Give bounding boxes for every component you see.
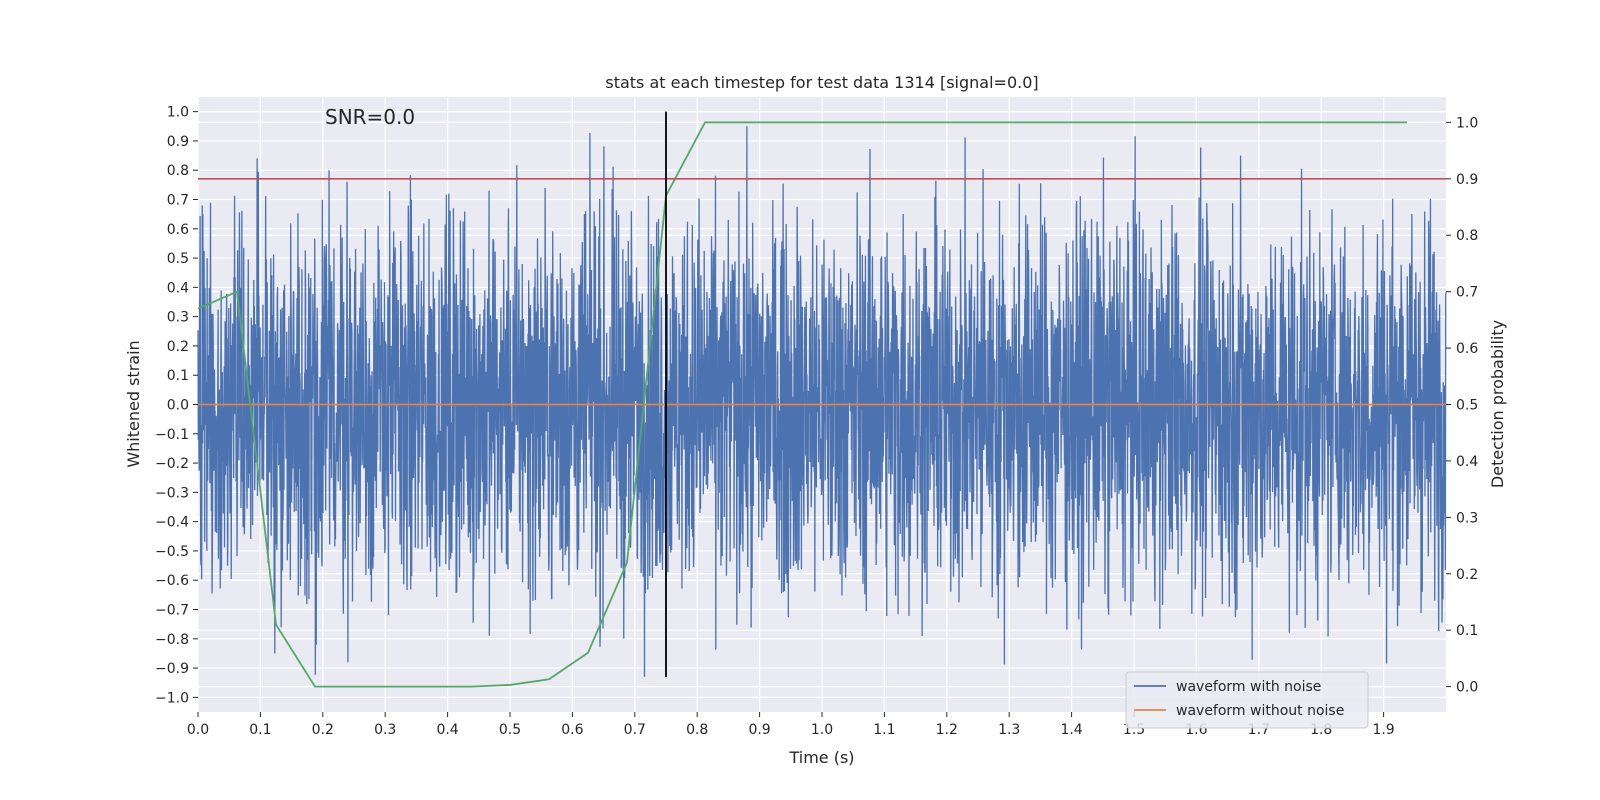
y-tick-label-3: 0.7 [167, 193, 189, 209]
y-right-tick-label-2: 0.8 [1456, 228, 1478, 244]
y-tick-label-14: −0.4 [155, 515, 189, 531]
snr-annotation: SNR=0.0 [325, 105, 415, 129]
series-waveform-with-noise [197, 126, 1447, 677]
y-tick-label-10: 0.0 [167, 398, 189, 414]
x-tick-label-2: 0.2 [312, 722, 334, 738]
x-tick-label-12: 1.2 [936, 722, 958, 738]
y-axis-label: Whitened strain [124, 340, 143, 467]
y-right-axis-label: Detection probability [1488, 320, 1507, 488]
legend-label-clean: waveform without noise [1176, 703, 1344, 719]
y-right-tick-label-3: 0.7 [1456, 285, 1478, 301]
x-axis-label: Time (s) [788, 748, 854, 767]
x-tick-label-19: 1.9 [1372, 722, 1394, 738]
y-right-tick-label-7: 0.3 [1456, 510, 1478, 526]
y-tick-label-12: −0.2 [155, 456, 189, 472]
legend: waveform with noise waveform without noi… [1125, 671, 1369, 729]
y-tick-label-6: 0.4 [167, 280, 189, 296]
x-tick-label-8: 0.8 [686, 722, 708, 738]
x-tick-label-1: 0.1 [249, 722, 271, 738]
y-right-tick-label-4: 0.6 [1456, 341, 1478, 357]
y-tick-label-5: 0.5 [167, 251, 189, 267]
y-tick-label-8: 0.2 [167, 339, 189, 355]
y-right-tick-label-5: 0.5 [1456, 398, 1478, 414]
y-right-axis-ticks: 1.0 0.9 0.8 0.7 0.6 0.5 0.4 0.3 0.2 0.1 0.0 [1446, 115, 1478, 696]
y-tick-label-13: −0.3 [155, 485, 189, 501]
y-right-tick-label-8: 0.2 [1456, 567, 1478, 583]
x-tick-label-7: 0.7 [624, 722, 646, 738]
series-layer [197, 111, 1447, 688]
y-tick-label-20: −1.0 [155, 690, 189, 706]
y-tick-label-16: −0.6 [155, 573, 189, 589]
legend-box [1125, 671, 1369, 729]
x-tick-label-0: 0.0 [187, 722, 209, 738]
y-tick-label-7: 0.3 [167, 310, 189, 326]
y-tick-label-4: 0.6 [167, 222, 189, 238]
x-tick-label-14: 1.4 [1060, 722, 1082, 738]
y-tick-label-17: −0.7 [155, 603, 189, 619]
y-tick-label-18: −0.8 [155, 632, 189, 648]
y-tick-label-0: 1.0 [167, 105, 189, 121]
chart-title: stats at each timestep for test data 131… [605, 73, 1038, 92]
y-right-tick-label-1: 0.9 [1456, 172, 1478, 188]
x-tick-label-5: 0.5 [499, 722, 521, 738]
legend-label-noise: waveform with noise [1176, 679, 1321, 695]
x-tick-label-4: 0.4 [436, 722, 458, 738]
y-tick-label-9: 0.1 [167, 368, 189, 384]
y-tick-label-2: 0.8 [167, 163, 189, 179]
x-tick-label-11: 1.1 [873, 722, 895, 738]
x-tick-label-9: 0.9 [748, 722, 770, 738]
y-tick-label-19: −0.9 [155, 661, 189, 677]
y-right-tick-label-6: 0.4 [1456, 454, 1478, 470]
y-tick-label-11: −0.1 [155, 427, 189, 443]
y-tick-label-15: −0.5 [155, 544, 189, 560]
x-tick-label-3: 0.3 [374, 722, 396, 738]
y-axis-ticks: 1.0 0.9 0.8 0.7 0.6 0.5 0.4 0.3 0.2 0.1 0.0 −0.1 −0.… [155, 105, 198, 706]
y-tick-label-1: 0.9 [167, 134, 189, 150]
x-tick-label-6: 0.6 [561, 722, 583, 738]
x-tick-label-10: 1.0 [811, 722, 833, 738]
y-right-tick-label-0: 1.0 [1456, 115, 1478, 131]
series-detection-probability [197, 121, 1407, 688]
y-right-tick-label-10: 0.0 [1456, 680, 1478, 696]
x-tick-label-13: 1.3 [998, 722, 1020, 738]
y-right-tick-label-9: 0.1 [1456, 623, 1478, 639]
